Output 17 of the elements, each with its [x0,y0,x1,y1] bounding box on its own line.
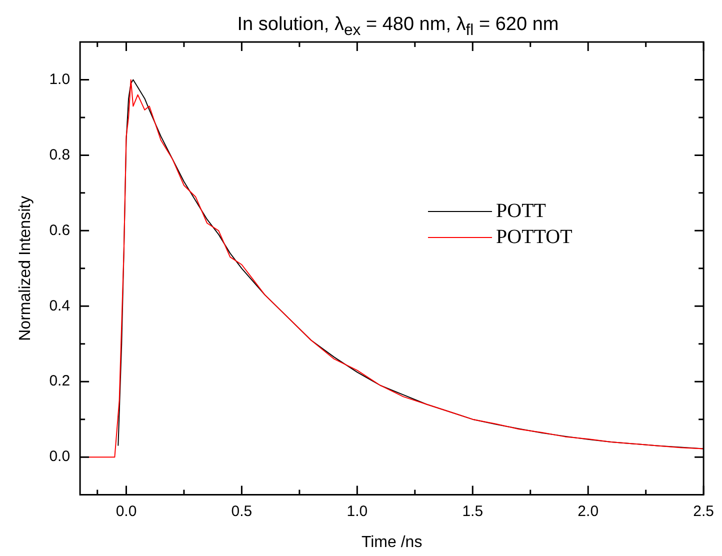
y-tick-label: 0.0 [49,448,70,466]
x-tick-label: 0.5 [231,502,252,520]
x-tick-label: 2.5 [693,502,714,520]
y-tick-label: 0.4 [49,297,70,314]
y-tick-label: 0.6 [49,222,70,239]
x-tick-label: 1.5 [462,502,484,520]
x-tick-label: 2.0 [578,502,599,520]
legend-label: POTT [496,200,546,222]
x-tick-label: 0.0 [116,502,137,520]
y-tick-label: 0.2 [49,372,70,390]
y-tick-label: 1.0 [49,70,70,88]
y-axis-title: Normalized Intensity [17,196,34,341]
legend-label: POTTOT [496,226,572,248]
x-tick-label: 1.0 [346,502,368,520]
x-axis-title: Time /ns [361,534,422,551]
y-tick-label: 0.8 [49,146,70,164]
chart-title: In solution, λ$_{ex}$ = 480 nm, λ$_{fl}$ = 620 nm [236,14,560,40]
